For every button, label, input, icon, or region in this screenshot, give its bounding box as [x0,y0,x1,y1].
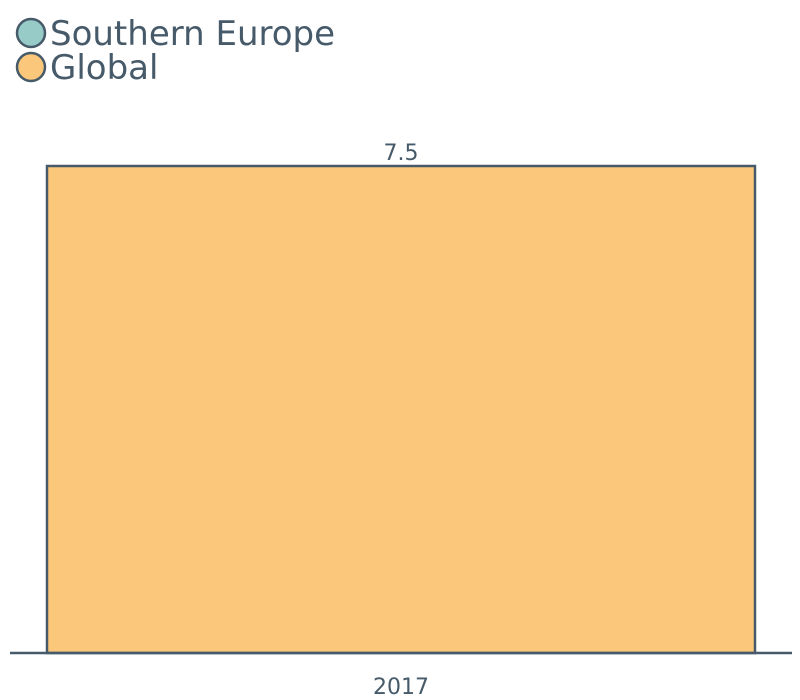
bar-global-2017 [45,164,757,655]
legend-marker-southern-europe [15,17,47,49]
x-axis-ticks: 2017 [373,675,429,700]
legend-label: Global [50,48,158,88]
legend-marker-global [15,51,47,83]
data-labels-group: 7.5 [384,141,419,166]
x-tick-label: 2017 [373,675,429,700]
bars-group [45,164,757,655]
legend-label: Southern Europe [50,14,335,54]
bar-value-label: 7.5 [384,141,419,166]
